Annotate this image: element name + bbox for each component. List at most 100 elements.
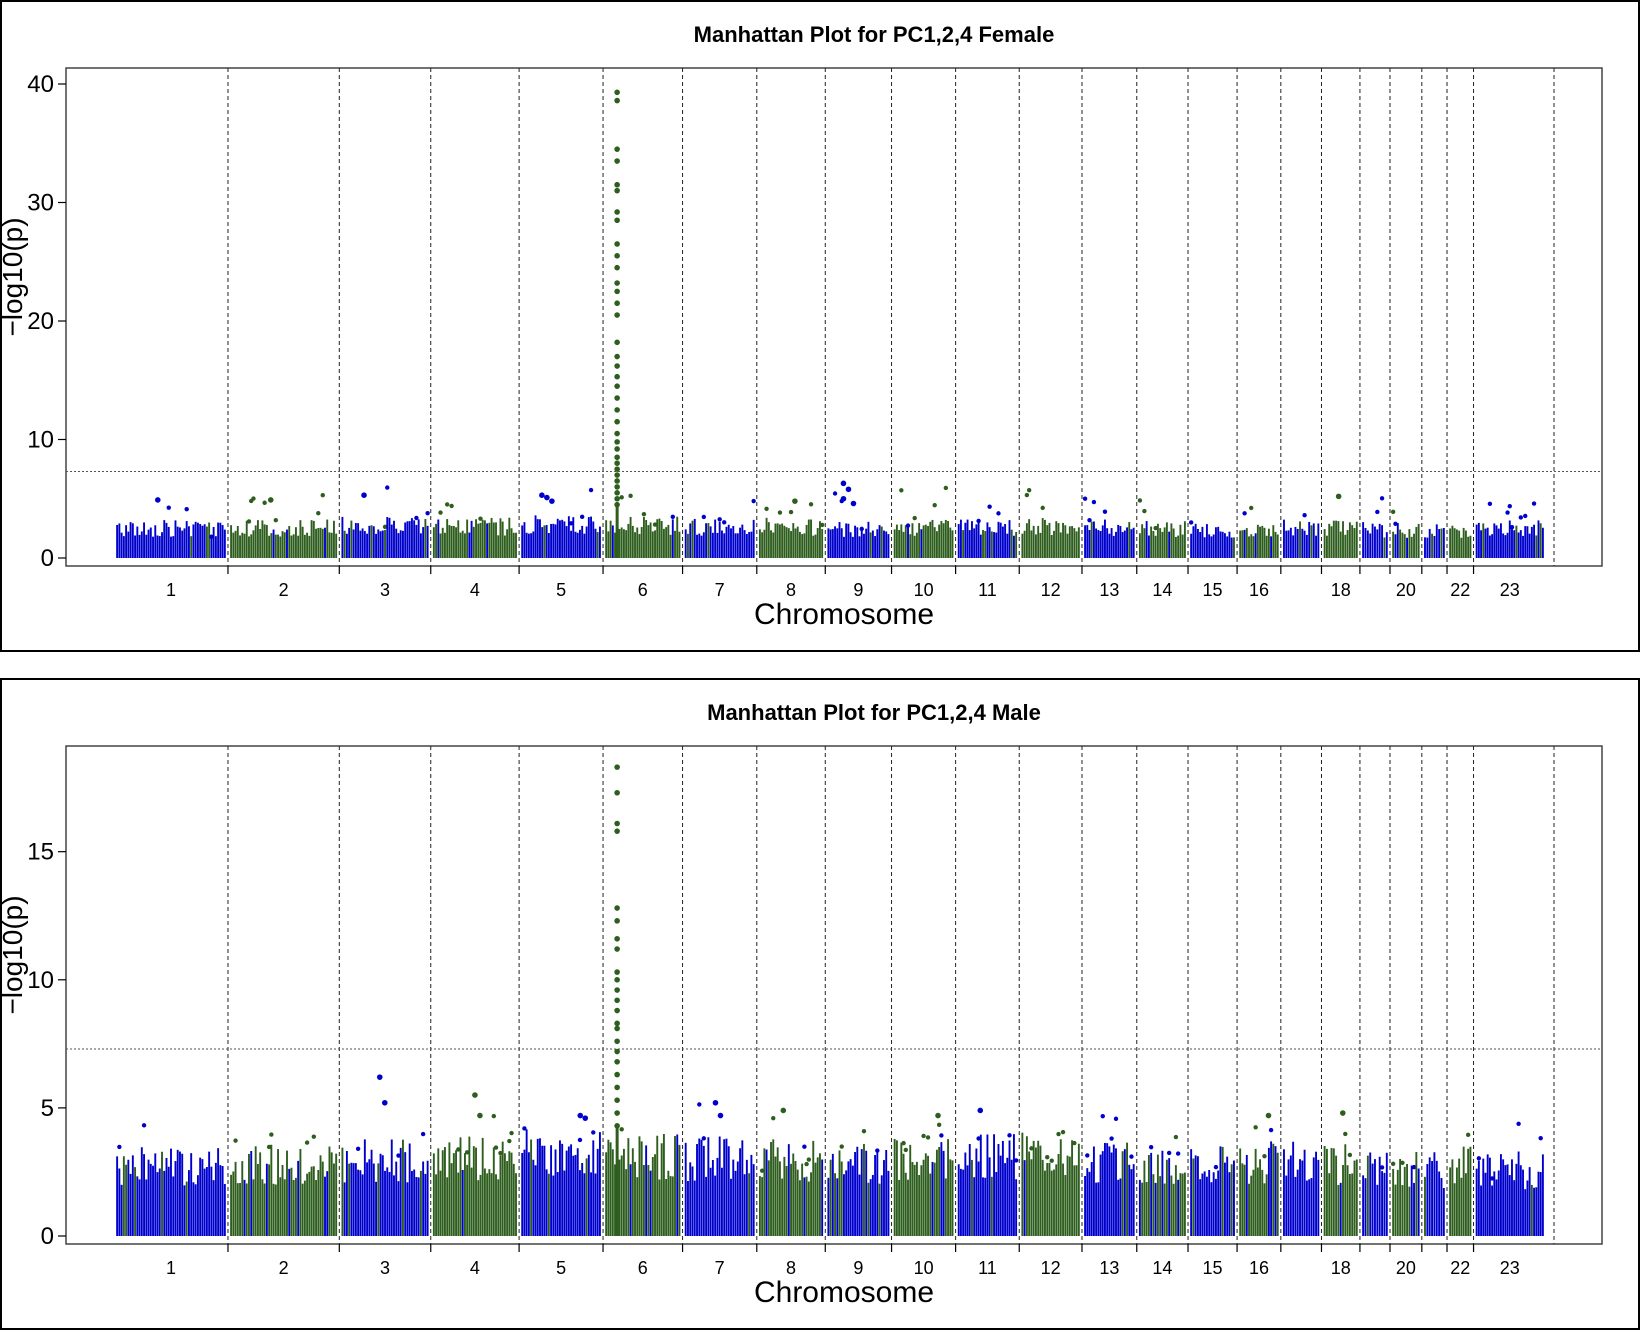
snp-point — [751, 498, 756, 504]
snp-point — [449, 503, 454, 509]
snp-point — [311, 1134, 317, 1139]
snp-point — [921, 1133, 926, 1139]
snp-point-peak — [614, 395, 620, 401]
snp-point-peak — [361, 492, 367, 498]
snp-point — [771, 1115, 776, 1121]
chart-title: Manhattan Plot for PC1,2,4 Female — [694, 22, 1055, 47]
snp-point — [1523, 513, 1528, 519]
snp-point — [1375, 509, 1380, 515]
snp-point — [901, 1140, 906, 1146]
snp-point — [117, 1144, 122, 1150]
snp-point — [1173, 1134, 1179, 1140]
snp-point-peak — [614, 312, 620, 318]
snp-point — [996, 511, 1001, 516]
snp-point-peak — [1265, 1112, 1272, 1119]
snp-point — [905, 523, 911, 528]
snp-point — [1024, 492, 1030, 498]
snp-point-peak — [614, 1020, 620, 1027]
x-tick-label: 14 — [1152, 1258, 1172, 1278]
snp-point — [1390, 1161, 1396, 1166]
snp-point-peak — [614, 490, 620, 496]
snp-point-peak — [614, 946, 620, 952]
snp-point — [806, 1157, 812, 1162]
x-tick-label: 11 — [978, 580, 997, 600]
snp-point — [1487, 501, 1493, 506]
snp-point — [912, 515, 917, 521]
snp-point-peak — [614, 146, 620, 152]
snp-point — [1509, 524, 1515, 530]
snp-point-peak — [544, 494, 550, 501]
snp-point-peak — [614, 789, 620, 796]
snp-point — [808, 502, 814, 507]
snp-point — [414, 515, 419, 521]
snp-point — [269, 1132, 274, 1137]
snp-point — [859, 526, 864, 532]
snp-point — [819, 522, 825, 528]
chart-title: Manhattan Plot for PC1,2,4 Male — [707, 700, 1041, 725]
snp-point-peak — [614, 339, 620, 346]
snp-point-peak — [614, 1048, 620, 1055]
snp-point-peak — [614, 987, 620, 993]
snp-point-peak — [614, 158, 620, 164]
snp-point — [1087, 517, 1092, 523]
snp-point — [141, 1123, 147, 1128]
snp-point — [722, 520, 727, 525]
snp-point — [1531, 501, 1537, 506]
x-tick-label: 20 — [1396, 1258, 1416, 1278]
snp-point — [438, 510, 443, 515]
snp-point — [478, 516, 483, 521]
snp-point — [385, 485, 390, 490]
snp-point — [788, 509, 794, 515]
snp-point-peak — [614, 484, 620, 490]
snp-point — [456, 1147, 461, 1152]
snp-point — [1026, 488, 1032, 493]
y-tick-label: 40 — [27, 71, 54, 98]
snp-point — [875, 1148, 880, 1153]
x-tick-label: 4 — [470, 1258, 480, 1278]
snp-point — [396, 1153, 401, 1158]
x-tick-label: 22 — [1450, 1258, 1470, 1278]
snp-point — [1013, 1158, 1019, 1163]
snp-point-peak — [614, 472, 620, 478]
snp-point — [1516, 1121, 1521, 1126]
snp-point — [1476, 1156, 1482, 1161]
snp-point-peak — [549, 498, 555, 504]
snp-point — [1049, 1158, 1054, 1163]
x-tick-label: 6 — [638, 1258, 648, 1278]
x-tick-label: 7 — [715, 1258, 725, 1278]
snp-point — [1302, 513, 1307, 518]
y-axis-label: −log10(p) — [2, 895, 28, 1014]
snp-point — [184, 506, 189, 512]
snp-point — [355, 1146, 361, 1151]
snp-point — [1262, 1153, 1267, 1159]
snp-point — [1056, 1131, 1061, 1137]
snp-point — [1489, 1176, 1495, 1181]
snp-point — [1507, 503, 1512, 509]
snp-point-peak — [582, 1115, 589, 1121]
snp-point — [1148, 1144, 1154, 1150]
snp-point-peak — [614, 209, 620, 215]
snp-point-peak — [614, 97, 620, 104]
snp-point-peak — [614, 288, 620, 295]
snp-point-peak — [614, 1097, 620, 1104]
snp-point-peak — [614, 454, 620, 461]
snp-point — [246, 519, 252, 524]
snp-point-peak — [614, 264, 620, 271]
snp-point — [1007, 1133, 1012, 1138]
x-tick-label: 13 — [1099, 1258, 1119, 1278]
y-tick-label: 0 — [41, 545, 54, 572]
snp-point — [641, 511, 647, 517]
snp-point-peak — [614, 187, 620, 194]
x-tick-label: 6 — [638, 580, 648, 600]
snp-point — [316, 511, 321, 516]
y-tick-label: 10 — [27, 427, 54, 454]
manhattan-plot-male: Manhattan Plot for PC1,2,4 Male 0 5 10 15 −lo… — [0, 678, 1640, 1330]
snp-point-peak — [614, 460, 620, 467]
snp-point-peak — [614, 1038, 620, 1045]
x-tick-label: 4 — [470, 580, 480, 600]
snp-point — [701, 514, 707, 520]
snp-point-peak — [935, 1112, 941, 1119]
snp-point — [382, 524, 388, 530]
snp-point — [943, 485, 949, 491]
snp-point-peak — [614, 280, 620, 286]
